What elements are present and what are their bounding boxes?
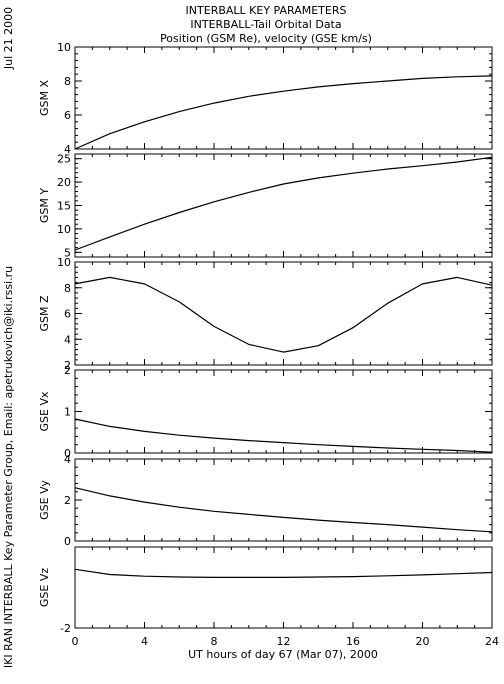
x-tick-label: 8 [211, 635, 218, 648]
x-axis-label: UT hours of day 67 (Mar 07), 2000 [188, 648, 378, 661]
y-tick-label: 6 [64, 109, 71, 122]
panel-frame-5 [74, 458, 493, 542]
y-tick-label: 20 [57, 176, 71, 189]
y-tick-label: 0 [64, 447, 71, 460]
y-tick-label: 4 [64, 143, 71, 156]
series-line-gsm-x [74, 75, 493, 150]
y-tick-label: 5 [64, 246, 71, 259]
y-axis-label: GSE Vx [38, 391, 51, 431]
x-tick-label: 16 [346, 635, 360, 648]
y-tick-label: 15 [57, 200, 71, 213]
x-axis: 0 4 8 12 16 20 24 [72, 635, 500, 648]
x-tick-label: 4 [141, 635, 148, 648]
y-tick-label: 2 [64, 359, 71, 372]
credit-label: IKI RAN INTERBALL Key Parameter Group, E… [2, 266, 15, 668]
y-axis-label: GSE Vz [38, 568, 51, 607]
y-axis-label: GSM Y [38, 188, 51, 223]
y-tick-label: 8 [64, 282, 71, 295]
series-line-gsm-y [74, 156, 493, 251]
y-tick-label: 25 [57, 153, 71, 166]
title-line-2: INTERBALL-Tail Orbital Data [190, 18, 341, 31]
x-tick-label: 20 [416, 635, 430, 648]
date-label: Jul 21 2000 [2, 7, 15, 70]
panel-frame-1 [74, 46, 493, 150]
series-line-gse-vz [74, 568, 493, 579]
y-tick-label: 2 [64, 494, 71, 507]
y-tick-label: 2 [64, 364, 71, 377]
y-tick-label: 8 [64, 75, 71, 88]
y-tick-label: 10 [57, 41, 71, 54]
y-tick-label: 10 [57, 223, 71, 236]
x-tick-label: 0 [72, 635, 79, 648]
y-tick-label: 0 [64, 535, 71, 548]
series-line-gse-vx [74, 418, 493, 453]
series-line-gse-vy [74, 487, 493, 533]
y-tick-label: 10 [57, 256, 71, 269]
title-line-1: INTERBALL KEY PARAMETERS [186, 4, 347, 17]
title-line-3: Position (GSM Re), velocity (GSE km/s) [160, 32, 372, 45]
y-tick-label: 4 [64, 333, 71, 346]
y-tick-label: -2 [60, 622, 71, 635]
panel-frame-3 [74, 261, 493, 366]
panel-frame-4 [74, 369, 493, 454]
y-tick-label: 6 [64, 308, 71, 321]
x-tick-label: 24 [485, 635, 499, 648]
panel-frame-6 [74, 546, 493, 629]
y-axis-label: GSM X [38, 80, 51, 116]
y-tick-label: 1 [64, 406, 71, 419]
series-line-gsm-z [74, 276, 493, 353]
y-axis-label: GSM Z [38, 295, 51, 331]
y-tick-label: 4 [64, 453, 71, 466]
x-tick-label: 12 [277, 635, 291, 648]
y-axis-label: GSE Vy [38, 480, 51, 520]
panel-frame-2 [74, 153, 493, 258]
